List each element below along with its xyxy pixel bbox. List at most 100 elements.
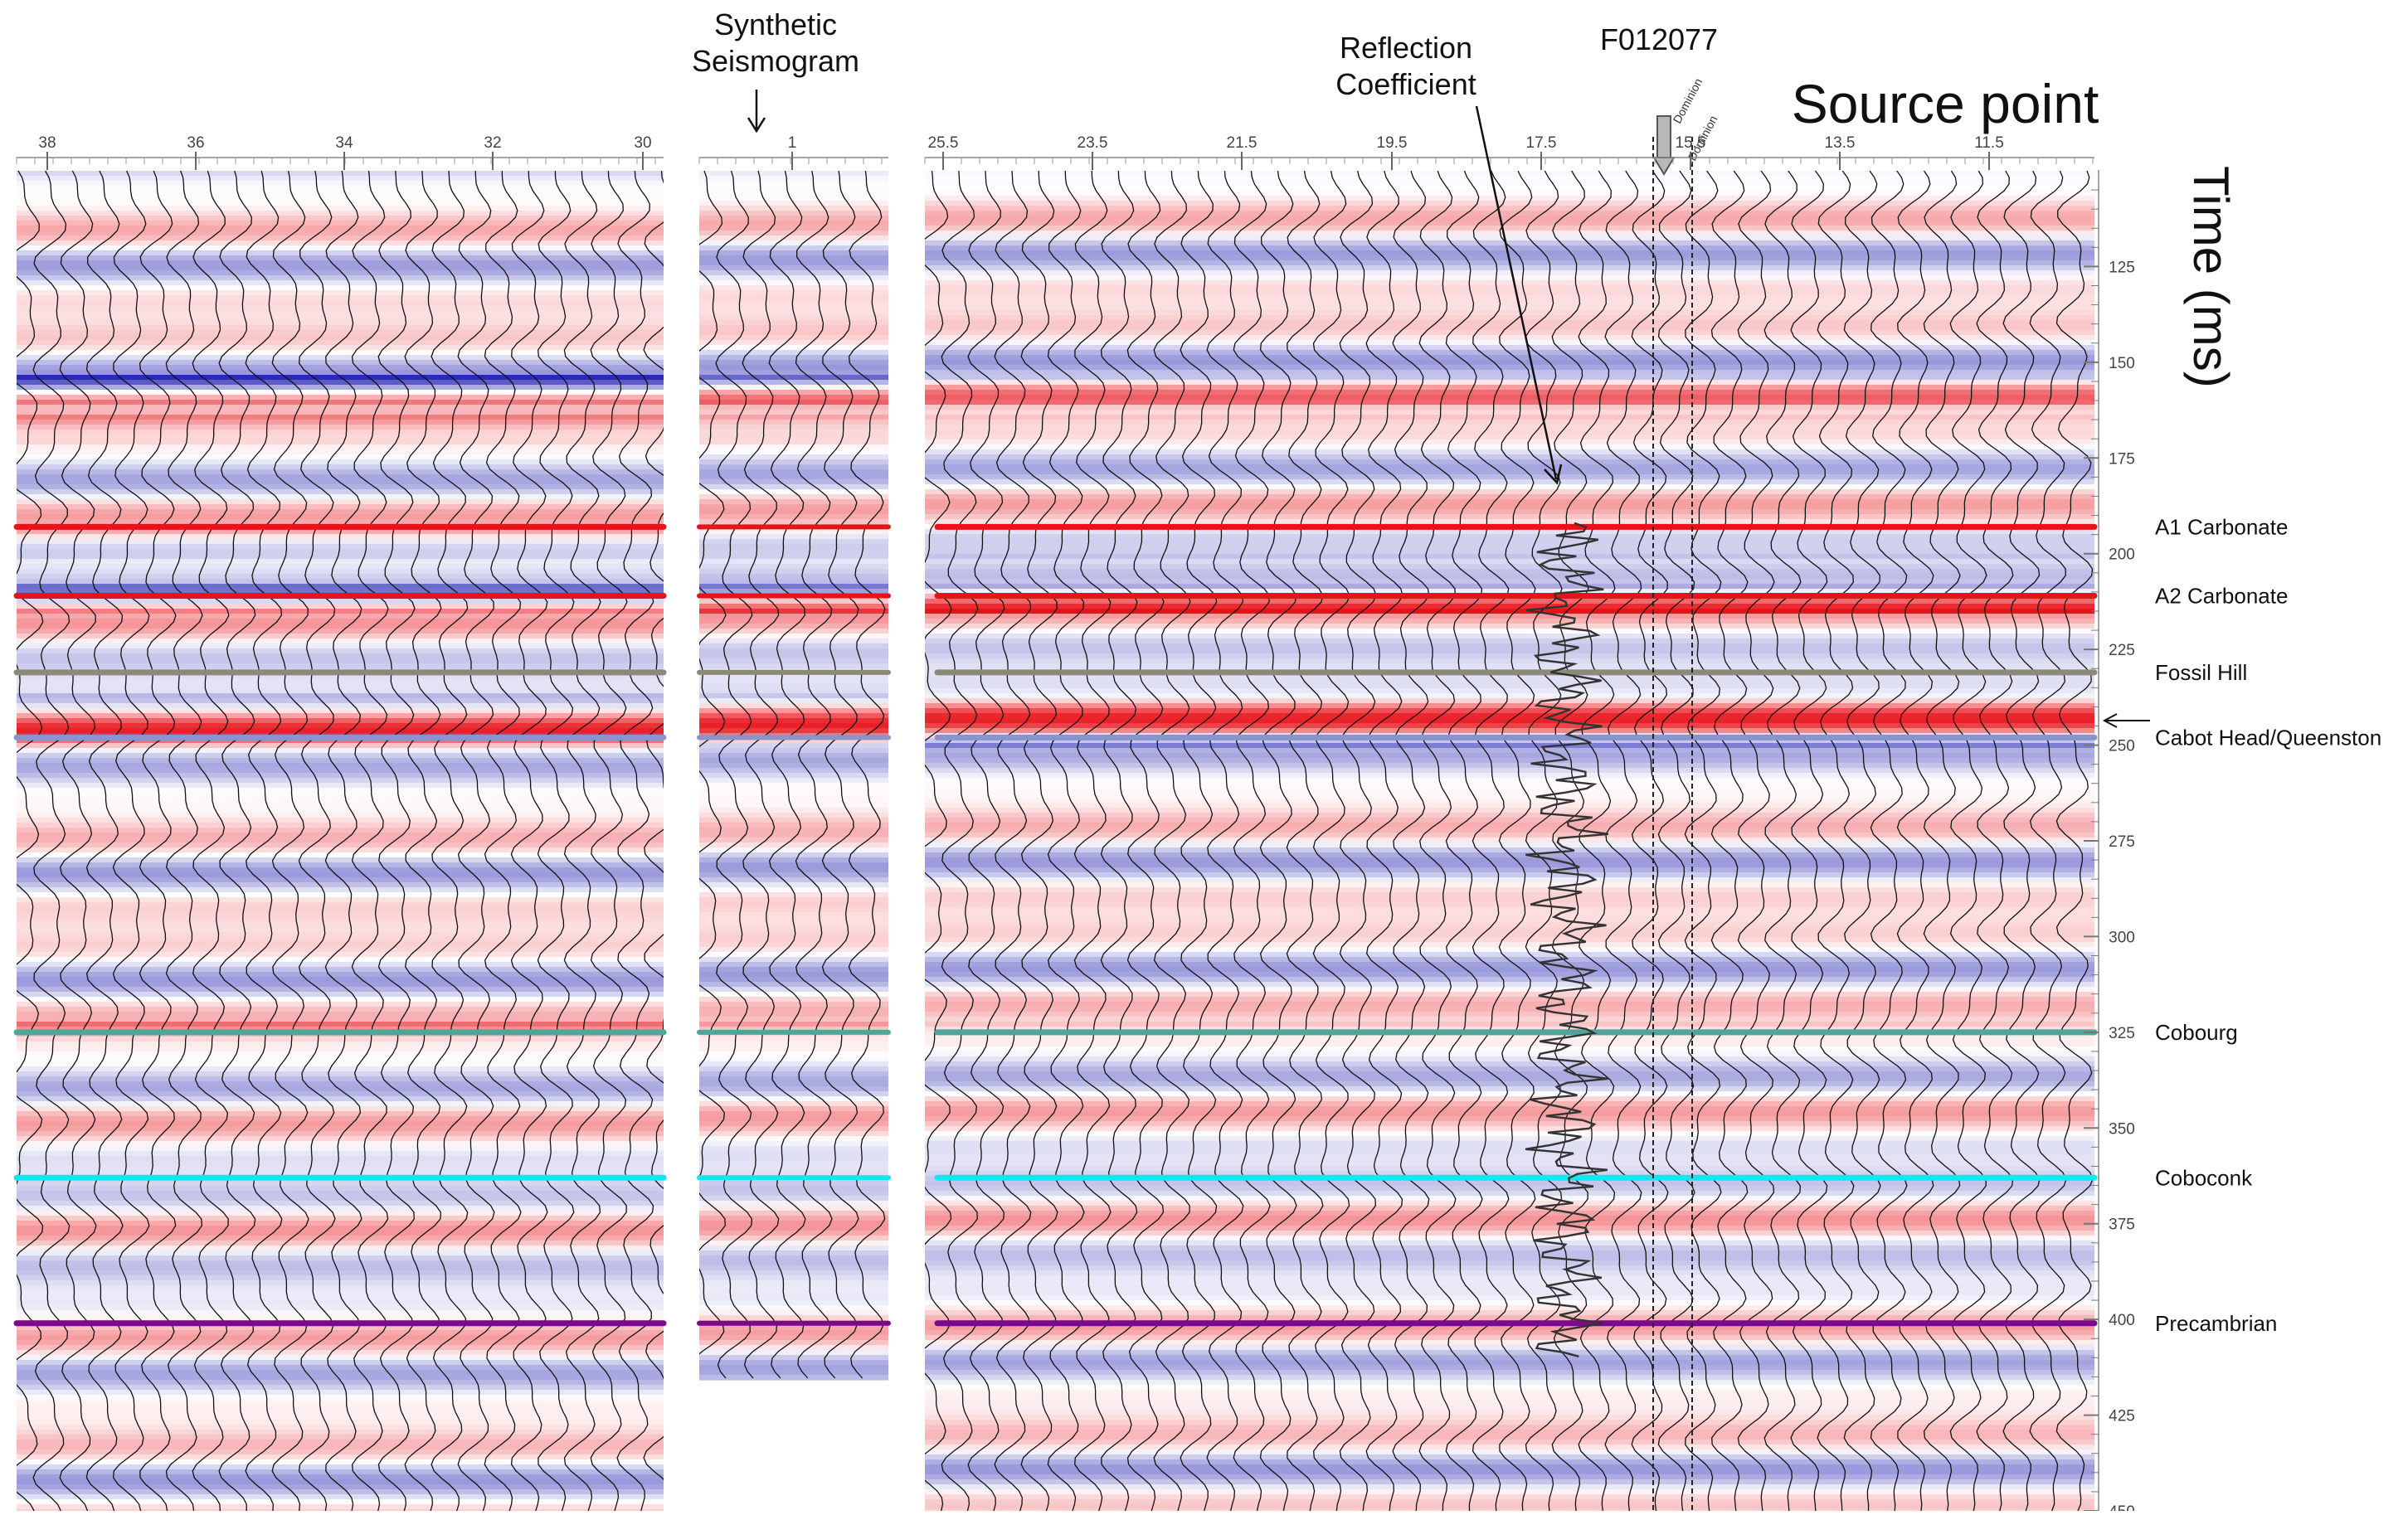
amplitude-band: [925, 783, 2094, 788]
amplitude-band: [925, 370, 2094, 375]
amplitude-band: [699, 514, 888, 519]
amplitude-band: [699, 1231, 888, 1236]
wiggle-trace: [1126, 170, 1165, 1511]
synthetic-label-line1: Synthetic: [714, 7, 837, 41]
amplitude-band: [699, 1136, 888, 1141]
amplitude-band: [699, 589, 888, 594]
amplitude-band: [17, 1081, 664, 1086]
amplitude-band: [925, 231, 2094, 236]
amplitude-band: [925, 365, 2094, 370]
amplitude-band: [699, 1196, 888, 1201]
amplitude-band: [699, 206, 888, 211]
amplitude-band: [925, 927, 2094, 932]
amplitude-band: [17, 1380, 664, 1385]
amplitude-band: [17, 897, 664, 902]
amplitude-band: [699, 838, 888, 842]
amplitude-band: [925, 191, 2094, 196]
amplitude-band: [925, 997, 2094, 1002]
reflection-arrow-icon: [1475, 105, 1563, 485]
amplitude-band: [17, 449, 664, 454]
top-tick-label: 36: [187, 134, 204, 152]
amplitude-band: [925, 211, 2094, 216]
amplitude-band: [925, 1315, 2094, 1320]
amplitude-band: [699, 365, 888, 370]
amplitude-band: [699, 1111, 888, 1116]
amplitude-band: [925, 494, 2094, 499]
amplitude-band: [925, 1479, 2094, 1484]
wiggle-trace: [1312, 170, 1350, 1511]
wiggle-trace: [1472, 170, 1510, 1511]
amplitude-band: [17, 952, 664, 957]
amplitude-band: [699, 425, 888, 430]
top-tick-label: 1: [788, 134, 797, 152]
amplitude-band: [699, 793, 888, 798]
amplitude-band: [17, 435, 664, 439]
amplitude-band: [17, 335, 664, 340]
wiggle-trace: [1817, 170, 1855, 1511]
amplitude-band: [699, 315, 888, 320]
amplitude-band: [925, 922, 2094, 927]
amplitude-band: [17, 718, 664, 723]
amplitude-band: [925, 867, 2094, 872]
amplitude-band: [17, 1395, 664, 1400]
wiggle-trace: [1923, 170, 1961, 1511]
amplitude-band: [17, 1002, 664, 1007]
amplitude-band: [17, 1340, 664, 1345]
amplitude-band: [925, 907, 2094, 912]
amplitude-band: [17, 300, 664, 305]
amplitude-band: [17, 1161, 664, 1166]
amplitude-band: [925, 474, 2094, 479]
amplitude-band: [17, 1310, 664, 1315]
wiggle-trace: [643, 170, 664, 1481]
amplitude-band: [699, 1360, 888, 1365]
amplitude-band: [699, 872, 888, 877]
amplitude-band: [699, 260, 888, 265]
amplitude-band: [17, 489, 664, 494]
wiggle-trace: [1153, 170, 1191, 1511]
amplitude-band: [699, 1151, 888, 1156]
amplitude-band: [699, 693, 888, 698]
amplitude-band: [17, 1464, 664, 1469]
amplitude-band: [699, 862, 888, 867]
amplitude-band: [17, 962, 664, 967]
horizon-label: Fossil Hill: [2155, 660, 2247, 685]
amplitude-band: [17, 1121, 664, 1126]
amplitude-band: [17, 1270, 664, 1275]
well-marker-icon: [1652, 115, 1676, 176]
amplitude-band: [699, 1076, 888, 1081]
amplitude-band: [699, 355, 888, 360]
amplitude-band: [699, 1146, 888, 1151]
amplitude-band: [17, 892, 664, 897]
amplitude-band: [699, 773, 888, 778]
amplitude-band: [699, 534, 888, 539]
amplitude-band: [17, 1435, 664, 1440]
wiggle-trace: [112, 170, 150, 1511]
amplitude-band: [925, 1037, 2094, 1042]
amplitude-band: [925, 1395, 2094, 1400]
amplitude-band: [17, 693, 664, 698]
amplitude-band: [699, 1221, 888, 1226]
amplitude-band: [925, 942, 2094, 947]
amplitude-band: [925, 1469, 2094, 1474]
amplitude-band: [17, 1504, 664, 1509]
amplitude-band: [17, 793, 664, 798]
amplitude-band: [699, 569, 888, 574]
amplitude-band: [699, 350, 888, 355]
amplitude-band: [925, 350, 2094, 355]
amplitude-band: [17, 236, 664, 240]
amplitude-band: [17, 410, 664, 415]
amplitude-band: [699, 285, 888, 290]
amplitude-band: [925, 305, 2094, 310]
amplitude-band: [17, 1300, 664, 1305]
amplitude-band: [925, 604, 2094, 609]
amplitude-band: [699, 967, 888, 972]
amplitude-band: [699, 415, 888, 420]
amplitude-band: [699, 380, 888, 385]
wiggle-trace: [1259, 170, 1297, 1511]
amplitude-band: [699, 842, 888, 847]
amplitude-band: [925, 1410, 2094, 1415]
amplitude-band: [17, 1211, 664, 1216]
amplitude-band: [17, 1111, 664, 1116]
amplitude-band: [925, 703, 2094, 708]
amplitude-band: [699, 1241, 888, 1246]
